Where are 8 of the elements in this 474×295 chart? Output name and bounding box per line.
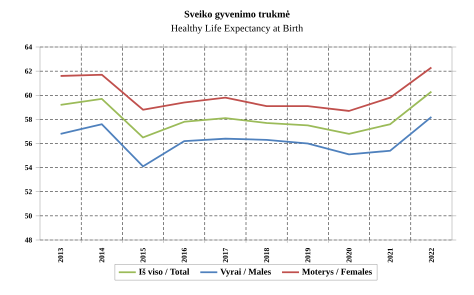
line-series <box>60 66 432 112</box>
chart-subtitle: Healthy Life Expectancy at Birth <box>171 24 304 34</box>
line-series <box>60 90 432 138</box>
legend-label: Iš viso / Total <box>138 268 190 275</box>
legend-label: Vyrai / Males <box>220 268 271 277</box>
legend-label: Moterys / Females <box>302 268 372 277</box>
chart-title: Sveiko gyvenimo trukmė <box>184 10 290 20</box>
line-series <box>60 116 432 168</box>
